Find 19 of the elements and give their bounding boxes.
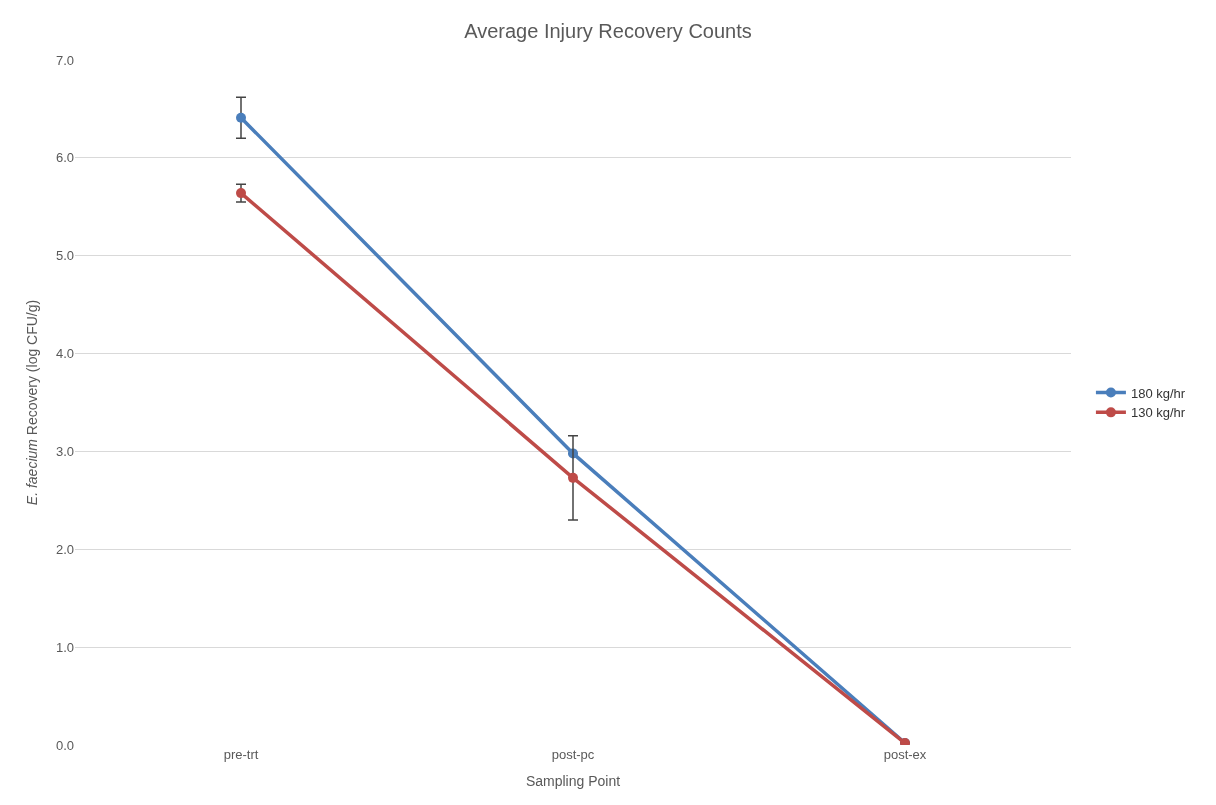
x-tick-label: post-ex bbox=[883, 747, 927, 762]
point bbox=[568, 472, 578, 483]
y-tick-label: 1.0 bbox=[55, 639, 74, 655]
y-tick-label: 0.0 bbox=[55, 737, 74, 753]
legend-label: 130 kg/hr bbox=[1130, 405, 1186, 421]
y-axis-title: E. faecium Recovery (log CFU/g) bbox=[23, 299, 40, 506]
y-tick-label: 4.0 bbox=[55, 346, 74, 362]
x-tick-label: post-pc bbox=[551, 747, 595, 762]
y-tick-label: 7.0 bbox=[55, 52, 74, 68]
y-tick-label: 3.0 bbox=[55, 443, 74, 459]
y-tick-label: 5.0 bbox=[55, 248, 74, 264]
x-axis-title: Sampling Point bbox=[525, 773, 621, 790]
legend-label: 180 kg/hr bbox=[1130, 385, 1186, 401]
y-tick-label: 6.0 bbox=[55, 150, 74, 166]
y-tick-label: 2.0 bbox=[55, 541, 74, 557]
point bbox=[236, 188, 246, 199]
point bbox=[236, 112, 246, 123]
chart-title: Average Injury Recovery Counts bbox=[464, 20, 752, 43]
x-tick-label: pre-trt bbox=[223, 747, 259, 762]
